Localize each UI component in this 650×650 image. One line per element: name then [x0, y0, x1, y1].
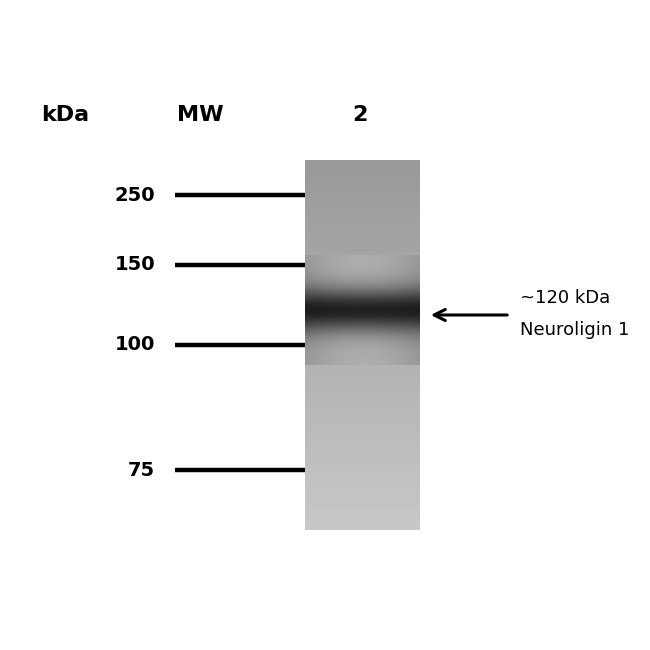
Text: Neuroligin 1: Neuroligin 1: [520, 321, 629, 339]
Text: ~120 kDa: ~120 kDa: [520, 289, 610, 307]
Text: MW: MW: [177, 105, 224, 125]
Text: 100: 100: [114, 335, 155, 354]
Text: kDa: kDa: [41, 105, 89, 125]
Text: 150: 150: [114, 255, 155, 274]
Text: 75: 75: [128, 460, 155, 480]
Text: 2: 2: [352, 105, 368, 125]
Text: 250: 250: [114, 185, 155, 205]
